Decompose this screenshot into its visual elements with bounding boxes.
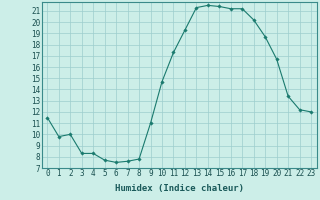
X-axis label: Humidex (Indice chaleur): Humidex (Indice chaleur) <box>115 184 244 193</box>
